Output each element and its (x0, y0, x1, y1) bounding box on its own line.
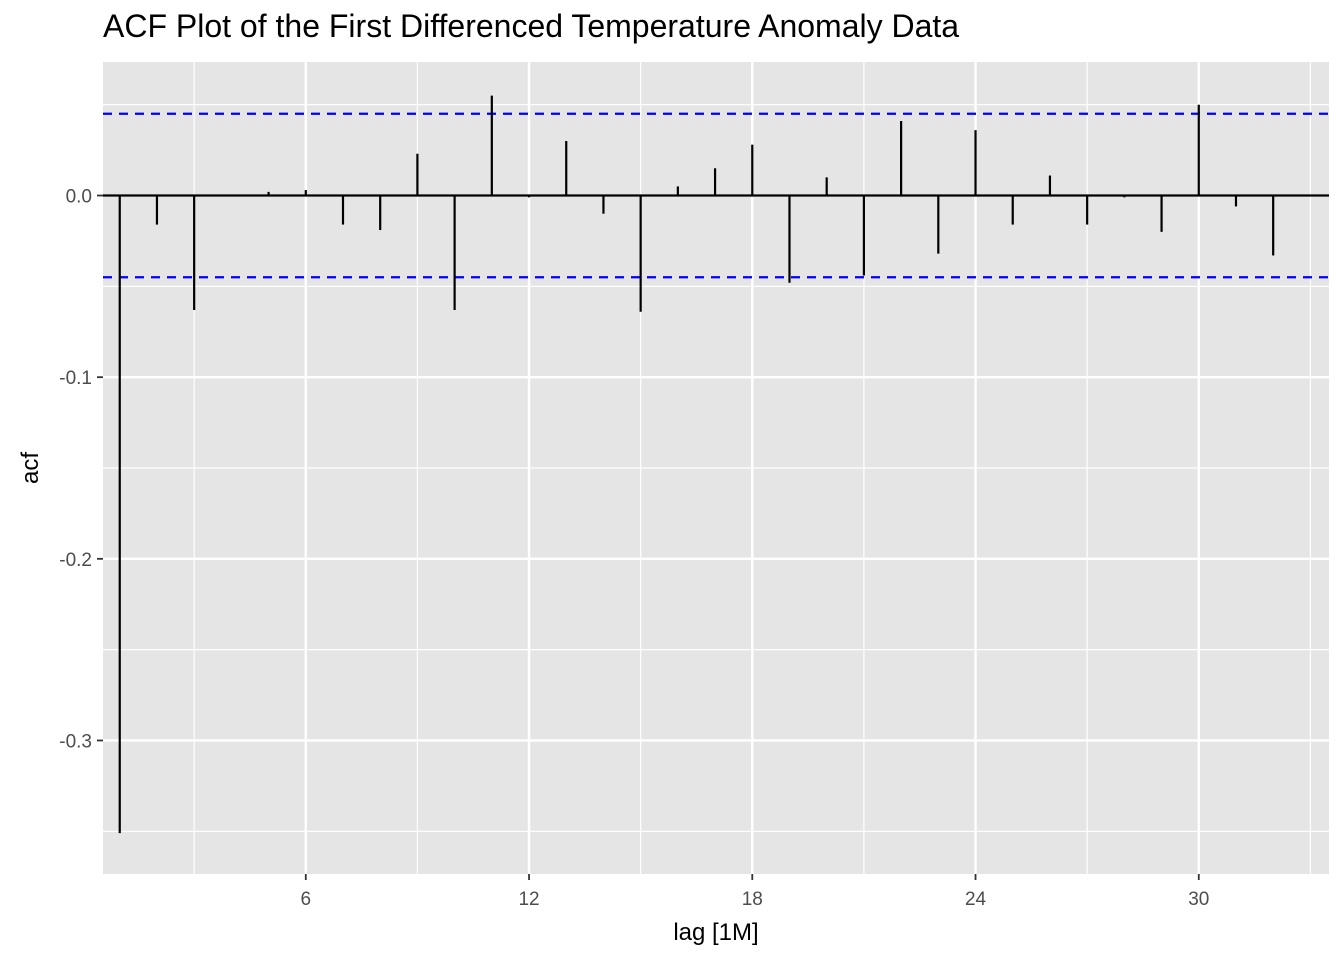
x-tick-label: 6 (300, 889, 311, 910)
y-tick-label: -0.1 (59, 368, 92, 389)
x-tick-label: 24 (965, 889, 987, 910)
x-tick-label: 30 (1188, 889, 1209, 910)
acf-bars (118, 95, 1275, 834)
x-tick-label: 18 (742, 889, 763, 910)
confidence-bounds (103, 112, 1329, 279)
y-axis-ticks: -0.3 -0.2 -0.1 0.0 (59, 187, 103, 752)
x-axis-title: lag [1M] (673, 919, 758, 946)
y-tick-label: 0.0 (66, 187, 92, 208)
y-tick-label: -0.3 (59, 731, 92, 752)
y-tick-label: -0.2 (59, 550, 92, 571)
x-tick-label: 12 (518, 889, 539, 910)
y-axis-title: acf (17, 452, 44, 484)
chart-title: ACF Plot of the First Differenced Temper… (103, 8, 960, 44)
x-axis-ticks: 6 12 18 24 30 (300, 874, 1209, 910)
